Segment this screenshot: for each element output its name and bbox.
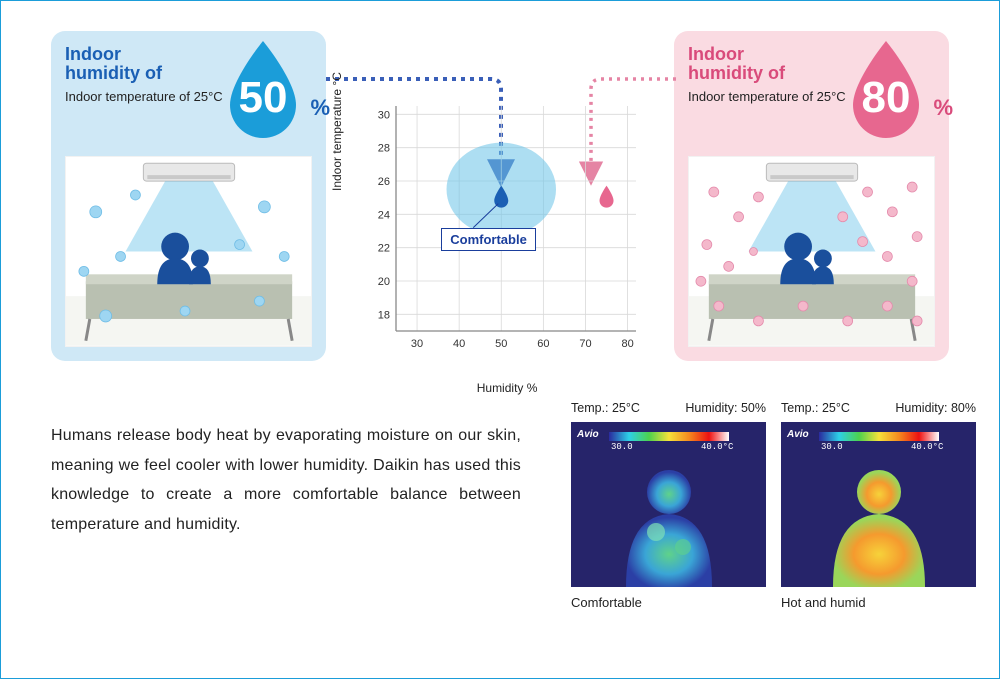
svg-text:50: 50 xyxy=(495,338,507,350)
percent-sign: % xyxy=(933,95,953,121)
x-axis-label: Humidity % xyxy=(477,381,538,395)
svg-text:40: 40 xyxy=(453,338,465,350)
svg-text:26: 26 xyxy=(378,176,390,188)
thermal-image: Avio 30.0 40.0°C xyxy=(781,422,976,587)
svg-text:80: 80 xyxy=(621,338,633,350)
title-line2: humidity of xyxy=(65,63,162,83)
svg-text:28: 28 xyxy=(378,143,390,155)
thermal-hot-humid: Temp.: 25°C Humidity: 80% Avio 30.0 40.0… xyxy=(781,401,976,610)
infographic-frame: Indoor humidity of 50 % Indoor temperatu… xyxy=(0,0,1000,679)
thermal-caption: Hot and humid xyxy=(781,595,976,610)
drop-icon-pink: 80 xyxy=(841,39,931,139)
title-line1: Indoor xyxy=(65,44,121,64)
svg-text:18: 18 xyxy=(378,309,390,321)
thermal-comfortable: Temp.: 25°C Humidity: 50% Avio 30.0 40.0… xyxy=(571,401,766,610)
y-axis-label: Indoor temperature °C xyxy=(330,72,344,191)
svg-text:30: 30 xyxy=(411,338,423,350)
thermal-caption: Comfortable xyxy=(571,595,766,610)
room-illustration-cool xyxy=(65,156,312,347)
thermal-humidity: Humidity: 80% xyxy=(895,401,976,415)
drop-value: 80 xyxy=(862,73,911,123)
svg-text:24: 24 xyxy=(378,209,390,221)
comfort-chart: 18202224262830304050607080 Indoor temper… xyxy=(356,101,646,361)
room-illustration-humid xyxy=(688,156,935,347)
svg-text:20: 20 xyxy=(378,276,390,288)
percent-sign: % xyxy=(310,95,330,121)
comfortable-label: Comfortable xyxy=(441,228,536,251)
description-text: Humans release body heat by evaporating … xyxy=(51,421,521,539)
thermal-temp: Temp.: 25°C xyxy=(781,401,850,415)
drop-value: 50 xyxy=(239,73,288,123)
thermal-humidity: Humidity: 50% xyxy=(685,401,766,415)
thermal-header: Temp.: 25°C Humidity: 80% xyxy=(781,401,976,415)
thermal-header: Temp.: 25°C Humidity: 50% xyxy=(571,401,766,415)
title-line1: Indoor xyxy=(688,44,744,64)
svg-text:70: 70 xyxy=(579,338,591,350)
drop-icon-blue: 50 xyxy=(218,39,308,139)
thermal-image: Avio 30.0 40.0°C xyxy=(571,422,766,587)
svg-text:30: 30 xyxy=(378,109,390,121)
panel-humidity-80: Indoor humidity of 80 % Indoor temperatu… xyxy=(674,31,949,361)
panel-humidity-50: Indoor humidity of 50 % Indoor temperatu… xyxy=(51,31,326,361)
svg-text:60: 60 xyxy=(537,338,549,350)
thermal-temp: Temp.: 25°C xyxy=(571,401,640,415)
title-line2: humidity of xyxy=(688,63,785,83)
svg-text:22: 22 xyxy=(378,243,390,255)
